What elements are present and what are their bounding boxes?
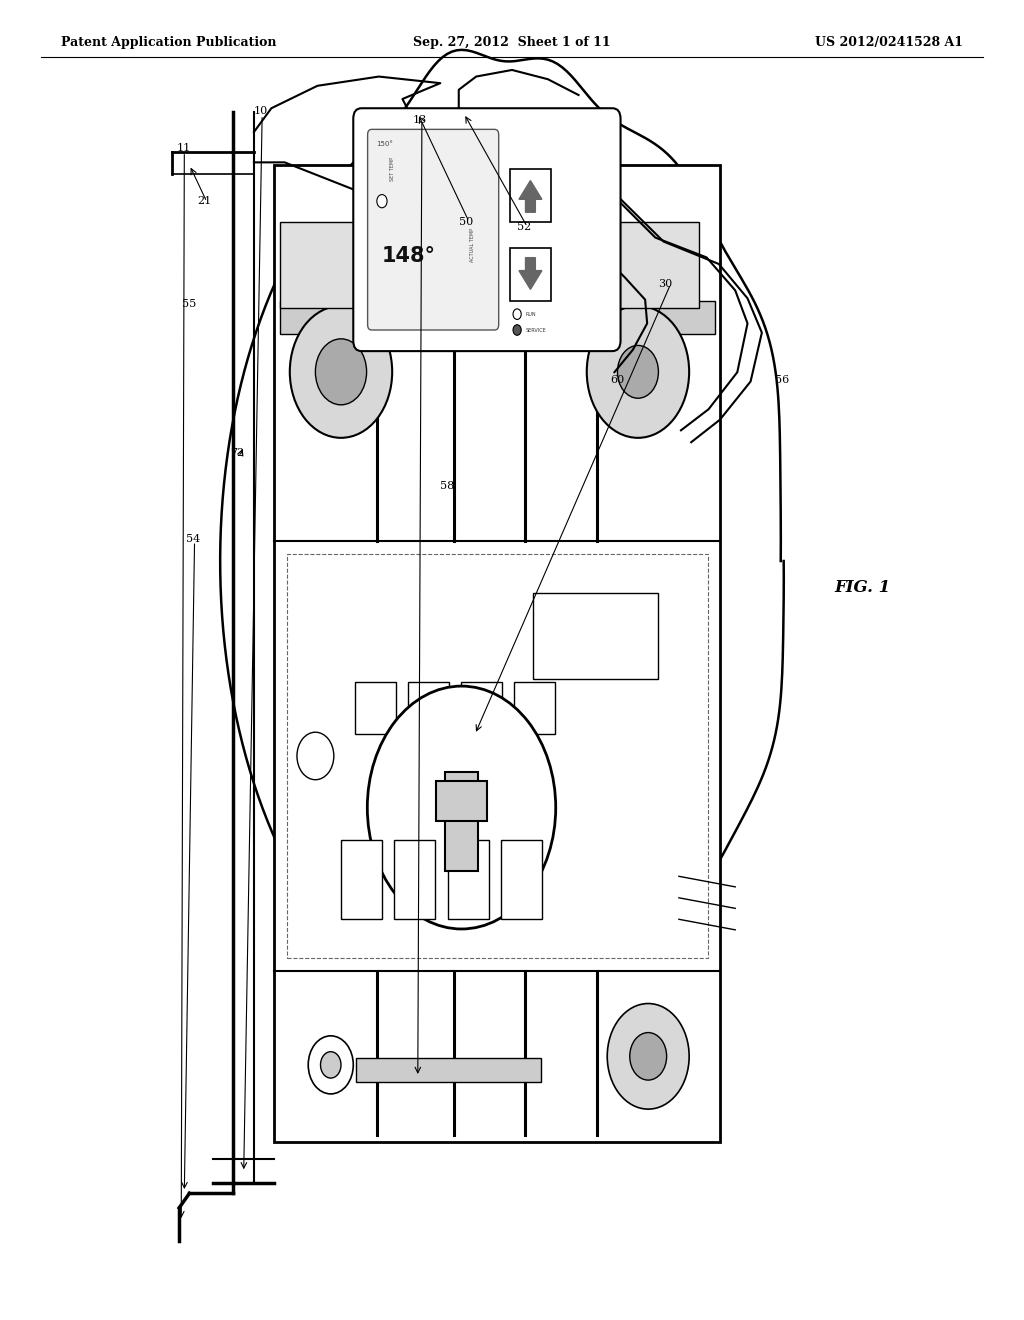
- Text: 52: 52: [517, 222, 531, 232]
- Text: 30: 30: [658, 279, 673, 289]
- Circle shape: [630, 1032, 667, 1080]
- Circle shape: [368, 686, 556, 929]
- Bar: [341, 840, 382, 919]
- FancyBboxPatch shape: [353, 108, 621, 351]
- Text: RUN: RUN: [525, 312, 536, 317]
- Circle shape: [513, 325, 521, 335]
- Text: 56: 56: [775, 375, 790, 385]
- Circle shape: [377, 194, 387, 207]
- Text: ACTUAL TEMP: ACTUAL TEMP: [470, 228, 475, 261]
- Text: 72: 72: [230, 447, 245, 458]
- Circle shape: [607, 1003, 689, 1109]
- Polygon shape: [519, 257, 542, 289]
- Circle shape: [290, 306, 392, 438]
- Text: 21: 21: [198, 195, 212, 206]
- Circle shape: [321, 1052, 341, 1078]
- Text: 10: 10: [254, 106, 268, 116]
- Circle shape: [513, 309, 521, 319]
- Circle shape: [308, 1036, 353, 1094]
- Bar: [501, 840, 542, 919]
- Bar: [445, 772, 478, 871]
- Text: 13: 13: [413, 115, 427, 125]
- Bar: [577, 222, 699, 308]
- Bar: [461, 681, 502, 734]
- Bar: [274, 165, 720, 1142]
- Text: US 2012/0241528 A1: US 2012/0241528 A1: [814, 36, 963, 49]
- Bar: [280, 301, 715, 334]
- Bar: [510, 248, 551, 301]
- Text: FIG. 1: FIG. 1: [835, 579, 891, 595]
- Bar: [280, 222, 372, 308]
- Bar: [436, 781, 487, 821]
- Bar: [408, 681, 449, 734]
- Polygon shape: [519, 181, 542, 213]
- Bar: [354, 681, 395, 734]
- Text: 54: 54: [186, 533, 201, 544]
- Text: 50: 50: [459, 216, 473, 227]
- Text: Sep. 27, 2012  Sheet 1 of 11: Sep. 27, 2012 Sheet 1 of 11: [414, 36, 610, 49]
- Text: 150°: 150°: [376, 141, 392, 148]
- Text: 60: 60: [610, 375, 625, 385]
- Text: Patent Application Publication: Patent Application Publication: [61, 36, 276, 49]
- Text: 11: 11: [176, 143, 190, 153]
- Circle shape: [617, 346, 658, 399]
- Circle shape: [587, 306, 689, 438]
- Text: SET TEMP: SET TEMP: [390, 157, 395, 181]
- FancyBboxPatch shape: [368, 129, 499, 330]
- Bar: [356, 1059, 541, 1082]
- Circle shape: [297, 733, 334, 780]
- Bar: [510, 169, 551, 222]
- Bar: [532, 593, 657, 678]
- Text: 148°: 148°: [382, 247, 436, 267]
- Text: 58: 58: [440, 480, 455, 491]
- Text: SERVICE: SERVICE: [525, 327, 546, 333]
- Circle shape: [315, 339, 367, 405]
- Bar: [447, 840, 488, 919]
- Text: 55: 55: [182, 298, 197, 309]
- Bar: [287, 554, 708, 958]
- Bar: [394, 840, 435, 919]
- Bar: [514, 681, 555, 734]
